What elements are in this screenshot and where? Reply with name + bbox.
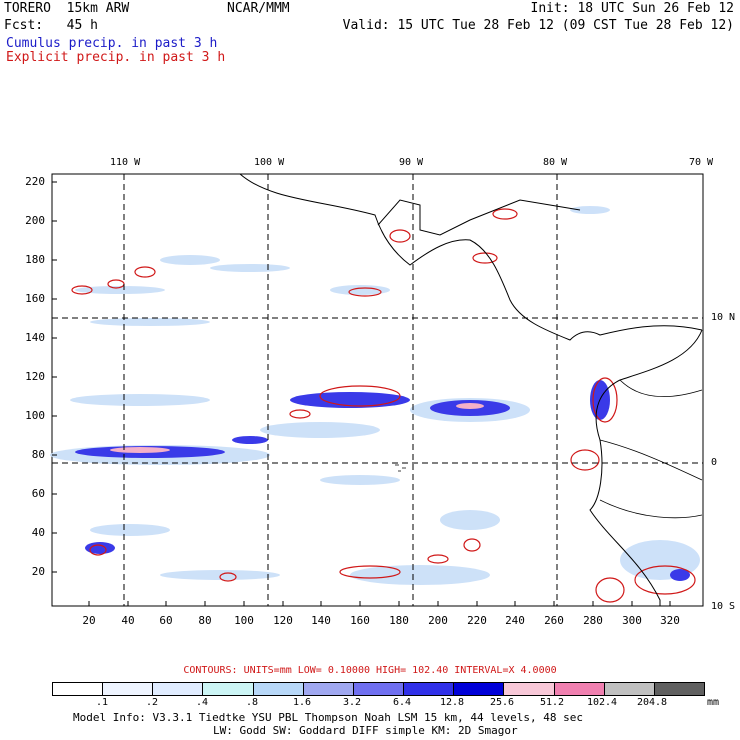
colorbar-label: 3.2	[342, 697, 362, 708]
y-tick-label: 160	[25, 292, 45, 305]
forecast-hour: Fcst: 45 h	[4, 18, 98, 33]
x-tick-label: 200	[428, 614, 448, 627]
colorbar-swatch	[454, 683, 505, 695]
colorbar-swatch	[554, 683, 605, 695]
legend-explicit: Explicit precip. in past 3 h	[6, 50, 226, 65]
coastline-central-america	[239, 173, 703, 341]
x-tick-label: 40	[121, 614, 135, 627]
y-tick-label: 140	[25, 331, 45, 344]
lon-label-70w: 70 W	[689, 157, 714, 168]
lat-lon-grid	[52, 174, 703, 606]
y-tick-label: 180	[25, 253, 45, 266]
precip-pink-core	[110, 403, 484, 453]
x-tick-label: 240	[505, 614, 525, 627]
x-tick-label: 60	[159, 614, 173, 627]
y-tick-label: 80	[31, 448, 45, 461]
colorbar-swatch	[53, 683, 104, 695]
colorbar-swatch	[654, 683, 705, 695]
border-south-america	[599, 379, 703, 519]
colorbar-swatch	[253, 683, 304, 695]
x-tick-label: 180	[389, 614, 409, 627]
colorbar-swatch	[504, 683, 555, 695]
x-tick-label: 220	[467, 614, 487, 627]
colorbar-swatch	[153, 683, 204, 695]
y-tick-label: 20	[31, 565, 45, 578]
y-tick-label: 40	[31, 526, 45, 539]
x-tick-label: 120	[273, 614, 293, 627]
colorbar-label: 102.4	[586, 697, 618, 708]
colorbar-swatch	[203, 683, 254, 695]
colorbar-swatch	[103, 683, 154, 695]
colorbar-label: 6.4	[392, 697, 412, 708]
lon-label-110w: 110 W	[110, 157, 141, 168]
colorbar-swatch	[303, 683, 354, 695]
model-title: TORERO 15km ARW	[4, 1, 130, 16]
y-tick-label: 120	[25, 370, 45, 383]
x-tick-label: 20	[82, 614, 96, 627]
colorbar-label: .8	[245, 697, 259, 708]
lat-label-10n: 10 N	[711, 312, 736, 323]
valid-time: Valid: 15 UTC Tue 28 Feb 12 (09 CST Tue …	[342, 18, 734, 33]
x-tick-label: 300	[622, 614, 642, 627]
model-info-line2: LW: Godd SW: Goddard DIFF simple KM: 2D …	[213, 724, 518, 737]
colorbar-swatch	[604, 683, 655, 695]
lon-label-100w: 100 W	[254, 157, 285, 168]
colorbar-label: .1	[95, 697, 109, 708]
colorbar-label: .2	[145, 697, 159, 708]
y-tick-label: 100	[25, 409, 45, 422]
model-info-line1: Model Info: V3.3.1 Tiedtke YSU PBL Thomp…	[73, 711, 583, 724]
x-tick-label: 320	[660, 614, 680, 627]
colorbar-swatch	[353, 683, 405, 695]
axis-ticks	[52, 181, 671, 606]
x-tick-label: 100	[234, 614, 254, 627]
colorbar-label: 1.6	[292, 697, 312, 708]
colorbar	[52, 682, 705, 696]
colorbar-unit: mm	[707, 697, 720, 708]
x-tick-label: 260	[544, 614, 564, 627]
x-tick-label: 140	[311, 614, 331, 627]
lat-label-0: 0	[711, 457, 718, 468]
colorbar-label: 12.8	[439, 697, 465, 708]
colorbar-label: 204.8	[636, 697, 668, 708]
lat-label-10s: 10 S	[711, 601, 736, 612]
colorbar-label: 25.6	[489, 697, 515, 708]
colorbar-swatch	[404, 683, 455, 695]
colorbar-label: .4	[195, 697, 209, 708]
coastline-yucatan	[377, 199, 581, 236]
colorbar-label: 51.2	[539, 697, 565, 708]
lon-label-80w: 80 W	[543, 157, 568, 168]
y-tick-label: 60	[31, 487, 45, 500]
contours-info: CONTOURS: UNITS=mm LOW= 0.10000 HIGH= 10…	[183, 665, 557, 676]
y-tick-label: 200	[25, 214, 45, 227]
lon-label-90w: 90 W	[399, 157, 424, 168]
y-tick-label: 220	[25, 175, 45, 188]
precip-explicit-contours	[71, 208, 696, 603]
x-tick-label: 280	[583, 614, 603, 627]
legend-cumulus: Cumulus precip. in past 3 h	[6, 36, 218, 51]
galapagos-islands	[395, 464, 406, 472]
init-time: Init: 18 UTC Sun 26 Feb 12	[530, 1, 735, 16]
x-tick-label: 160	[350, 614, 370, 627]
x-tick-label: 80	[198, 614, 212, 627]
center-label: NCAR/MMM	[227, 1, 290, 16]
